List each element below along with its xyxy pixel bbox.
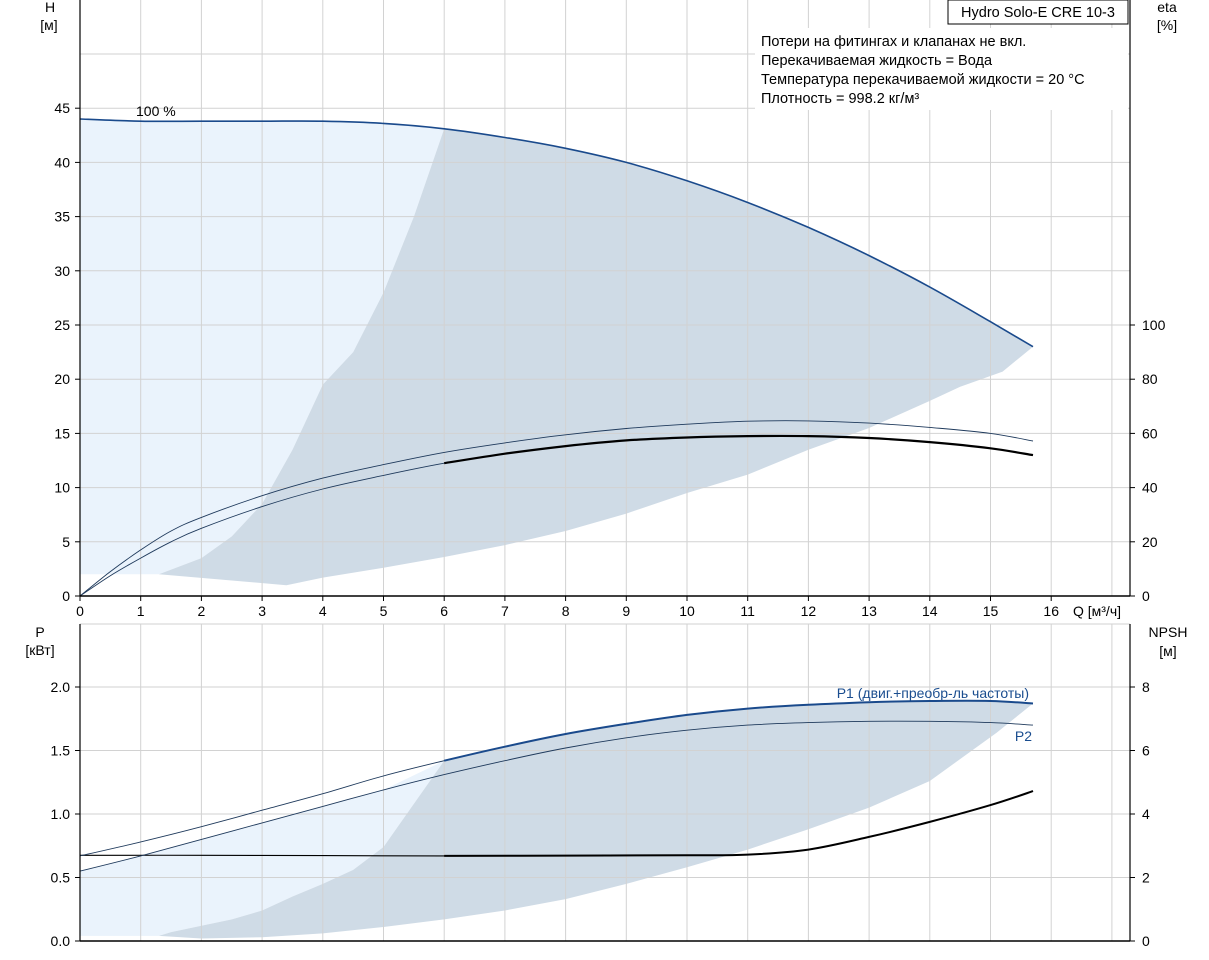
x-tick-label: 13: [861, 603, 877, 619]
p1-label: P1 (двиг.+преобр-ль частоты): [837, 685, 1029, 701]
x-tick-label: 9: [622, 603, 630, 619]
x-tick-label: 15: [983, 603, 999, 619]
power-tick-labels: 0.0 0.5 1.0 1.5 2.0 0 2 4 6 8: [51, 679, 1150, 949]
qh-efficiency-operating-curve: [444, 434, 1034, 465]
y-left-tick-label: 20: [54, 371, 70, 387]
y-left-tick-label: 5: [62, 534, 70, 550]
qh-efficiency-pump-curve: [79, 420, 1034, 597]
y-right-tick-label: 100: [1142, 317, 1166, 333]
power-tick-label: 0.0: [51, 933, 71, 949]
y-right-tick-label: 40: [1142, 480, 1158, 496]
qh-head-curve: [79, 118, 1034, 348]
qh-operating-area: [158, 128, 1033, 586]
y-right-tick-label: 60: [1142, 425, 1158, 441]
power-tick-label: 0.5: [51, 870, 71, 886]
note-fittings: Потери на фитингах и клапанах не вкл.: [761, 34, 1026, 50]
y-axis-right-unit: [%]: [1157, 17, 1177, 33]
power-tick-label: 2.0: [51, 679, 71, 695]
x-tick-label: 11: [740, 603, 755, 619]
qh-axes: [79, 0, 1131, 597]
note-density: Плотность = 998.2 кг/м³: [761, 91, 919, 107]
y-right-tick-label: 20: [1142, 534, 1158, 550]
chart-title: Hydro Solo-E CRE 10-3: [961, 5, 1115, 21]
y-left-tick-label: 45: [54, 100, 70, 116]
y-left-tick-label: 40: [54, 154, 70, 170]
y-left-tick-label: 10: [54, 480, 70, 496]
power-tick-label: 1.5: [51, 743, 71, 759]
y-left-tick-label: 15: [54, 425, 70, 441]
y-axis-left-label: H: [45, 0, 55, 15]
x-tick-label: 4: [319, 603, 327, 619]
y-left-tick-label: 30: [54, 263, 70, 279]
npsh-tick-label: 0: [1142, 933, 1150, 949]
npsh-axis-label: NPSH: [1149, 624, 1188, 640]
x-tick-label: 16: [1043, 603, 1059, 619]
npsh-tick-label: 4: [1142, 806, 1150, 822]
y-left-tick-label: 25: [54, 317, 70, 333]
notes-backdrop: [755, 28, 1128, 110]
x-axis-label: Q [м³/ч]: [1073, 603, 1121, 619]
x-tick-label: 12: [801, 603, 817, 619]
y-axis-left-unit: [м]: [40, 17, 57, 33]
power-operating-area: [158, 701, 1033, 939]
note-temperature: Температура перекачиваемой жидкости = 20…: [761, 72, 1085, 88]
qh-panel: 0 1 2 3 4 5 6 7 8 9 10 11 12 13 14 15 160510152025303540…: [40, 0, 1177, 619]
speed-label: 100 %: [136, 103, 176, 119]
x-tick-label: 5: [380, 603, 388, 619]
power-axes: [79, 624, 1131, 942]
npsh-tick-label: 8: [1142, 679, 1150, 695]
x-tick-label: 7: [501, 603, 509, 619]
y-right-tick-label: 80: [1142, 371, 1158, 387]
npsh-axis-unit: [м]: [1159, 643, 1176, 659]
x-tick-label: 2: [198, 603, 206, 619]
qh-tick-labels: 0 1 2 3 4 5 6 7 8 9 10 11 12 13 14 15 160510152025303540…: [54, 100, 1165, 619]
y-axis-right-label: eta: [1157, 0, 1177, 15]
power-tick-label: 1.0: [51, 806, 71, 822]
y-right-tick-label: 0: [1142, 588, 1150, 604]
x-tick-label: 3: [258, 603, 266, 619]
note-liquid: Перекачиваемая жидкость = Вода: [761, 53, 993, 69]
npsh-tick-label: 6: [1142, 743, 1150, 759]
x-tick-label: 6: [440, 603, 448, 619]
x-tick-label: 0: [76, 603, 84, 619]
power-panel: 0.0 0.5 1.0 1.5 2.0 0 2 4 6 8 P [кВт] NPSH [м] P1…: [25, 623, 1188, 949]
power-axis-unit: [кВт]: [25, 642, 54, 658]
x-tick-label: 8: [562, 603, 570, 619]
power-axis-label: P: [35, 624, 44, 640]
x-tick-label: 14: [922, 603, 938, 619]
p1-operating-curve: [443, 699, 1034, 762]
p2-curve: [79, 720, 1034, 872]
x-tick-label: 10: [679, 603, 695, 619]
x-tick-label: 1: [137, 603, 145, 619]
power-grid: [80, 623, 1130, 941]
chart-title-box: [947, 0, 1129, 25]
y-left-tick-label: 0: [62, 588, 70, 604]
p2-label: P2: [1015, 728, 1032, 744]
npsh-operating-curve: [444, 790, 1034, 857]
y-left-tick-label: 35: [54, 209, 70, 225]
npsh-tick-label: 2: [1142, 870, 1150, 886]
